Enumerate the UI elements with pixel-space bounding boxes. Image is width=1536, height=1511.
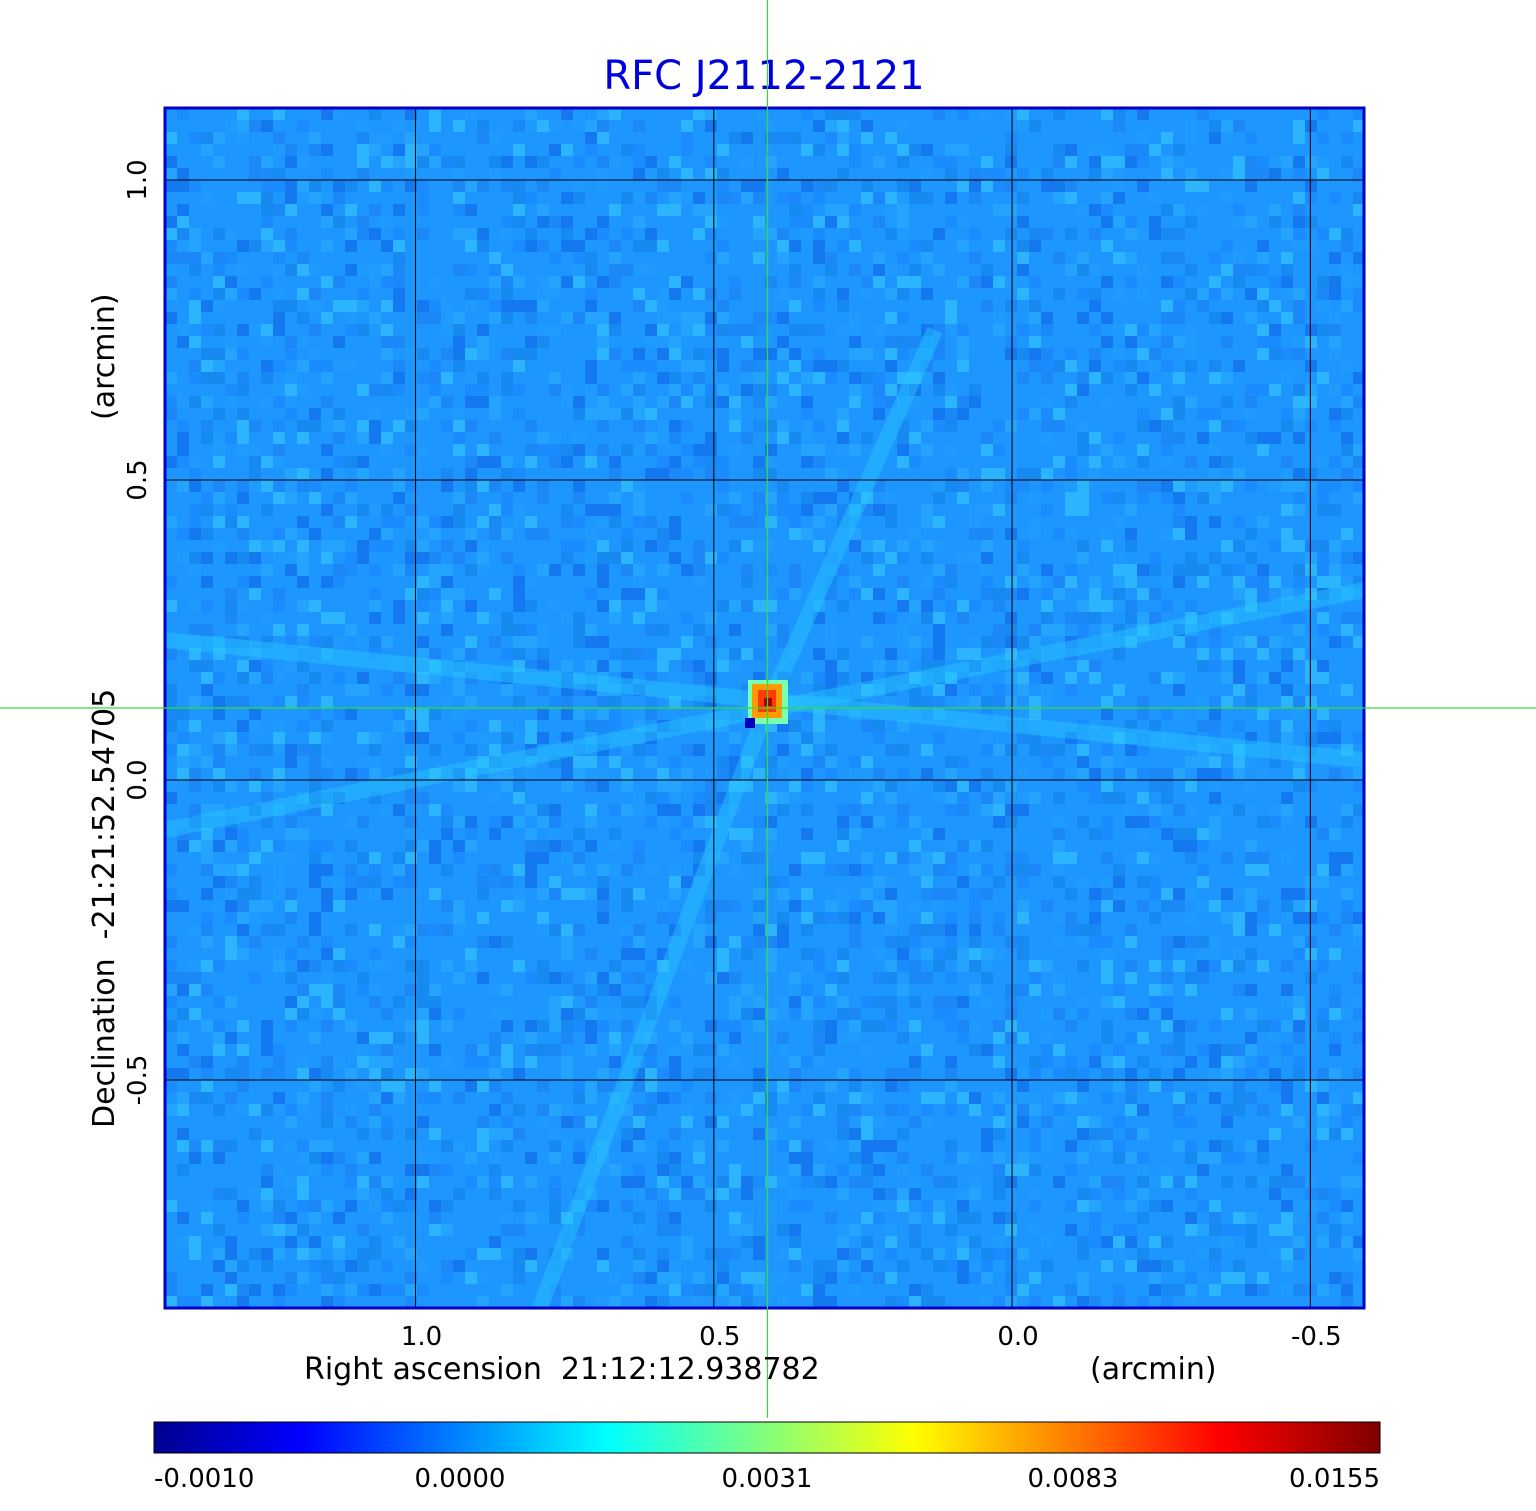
chart-title: RFC J2112-2121: [603, 53, 924, 99]
x-tick-label-0: 1.0: [401, 1322, 442, 1352]
y-tick-labels: 1.0 0.5 0.0 -0.5: [123, 159, 153, 1105]
y-axis-unit: (arcmin): [87, 293, 122, 420]
source-peak: [745, 680, 788, 728]
y-tick-label-2: 0.0: [123, 759, 153, 800]
x-tick-label-3: -0.5: [1291, 1322, 1342, 1352]
x-tick-label-1: 0.5: [699, 1322, 740, 1352]
y-tick-label-3: -0.5: [123, 1055, 153, 1106]
y-tick-label-0: 1.0: [123, 159, 153, 200]
colorbar-tick-label-0: -0.0010: [154, 1464, 254, 1494]
noise-pixels: [165, 108, 1364, 1308]
x-tick-label-2: 0.0: [997, 1322, 1038, 1352]
y-tick-label-1: 0.5: [123, 459, 153, 500]
x-tick-labels: 1.0 0.5 0.0 -0.5: [401, 1322, 1342, 1352]
colorbar-tick-labels: -0.0010 0.0000 0.0031 0.0083 0.0155: [154, 1464, 1380, 1494]
colorbar-tick-label-2: 0.0031: [722, 1464, 813, 1494]
colorbar-tick-label-1: 0.0000: [415, 1464, 506, 1494]
colorbar: [153, 1421, 1381, 1454]
x-axis-label: Right ascension 21:12:12.938782: [304, 1352, 820, 1387]
colorbar-tick-label-4: 0.0155: [1289, 1464, 1380, 1494]
y-axis-label: Declination -21:21:52.54705: [87, 689, 122, 1128]
colorbar-tick-label-3: 0.0083: [1028, 1464, 1119, 1494]
crosshair: [0, 0, 1536, 1418]
x-axis-unit: (arcmin): [1090, 1352, 1217, 1387]
